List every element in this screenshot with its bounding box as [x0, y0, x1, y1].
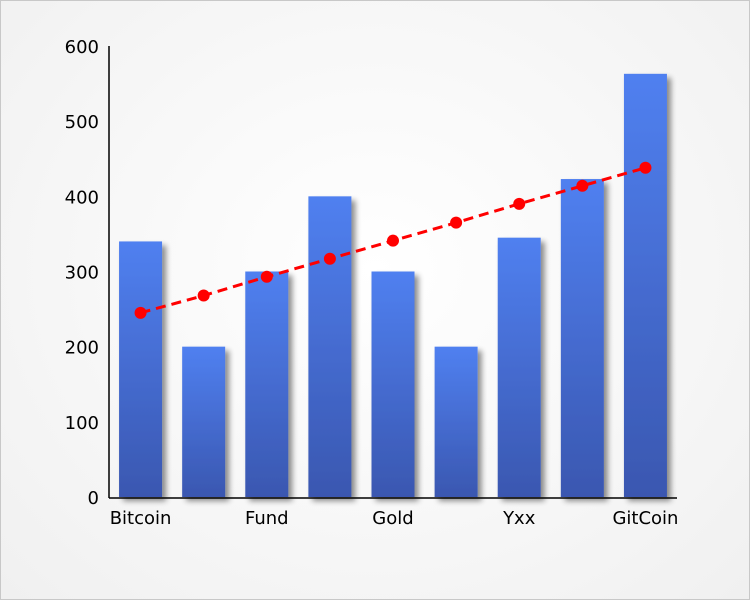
bar [371, 271, 415, 497]
bar [308, 196, 352, 498]
y-tick-label: 400 [65, 187, 99, 208]
y-tick-label: 200 [65, 338, 99, 359]
bar [560, 179, 604, 498]
x-tick-label: Gold [372, 508, 413, 529]
trend-line [134, 161, 652, 319]
x-tick-label: Bitcoin [110, 508, 172, 529]
bar [434, 346, 478, 497]
x-tick-label: Fund [245, 508, 289, 529]
trend-point-marker [387, 234, 399, 247]
bar [182, 346, 226, 497]
trend-point-marker [639, 161, 652, 174]
bar [119, 241, 163, 497]
y-tick-label: 100 [65, 413, 99, 434]
x-tick-label: GitCoin [612, 508, 678, 529]
trend-point-marker [323, 252, 336, 265]
bars [119, 73, 667, 498]
trend-point-marker [450, 216, 463, 229]
bar [497, 237, 541, 498]
bar [623, 73, 667, 497]
y-axis-labels: 0 100 200 300 400 500 600 [65, 37, 99, 509]
trend-point-marker [576, 179, 589, 192]
trend-point-marker [134, 306, 147, 319]
y-tick-label: 500 [65, 112, 99, 133]
trend-point-marker [260, 270, 273, 283]
x-axis-labels: Bitcoin Fund Gold Yxx GitCoin [110, 508, 679, 529]
trend-point-marker [197, 289, 210, 302]
bar [245, 271, 289, 497]
y-tick-label: 0 [88, 488, 99, 509]
y-tick-label: 300 [65, 263, 99, 284]
axes [108, 46, 677, 499]
y-tick-label: 600 [65, 37, 99, 58]
trend-point-marker [513, 197, 526, 210]
x-tick-label: Yxx [502, 508, 536, 529]
